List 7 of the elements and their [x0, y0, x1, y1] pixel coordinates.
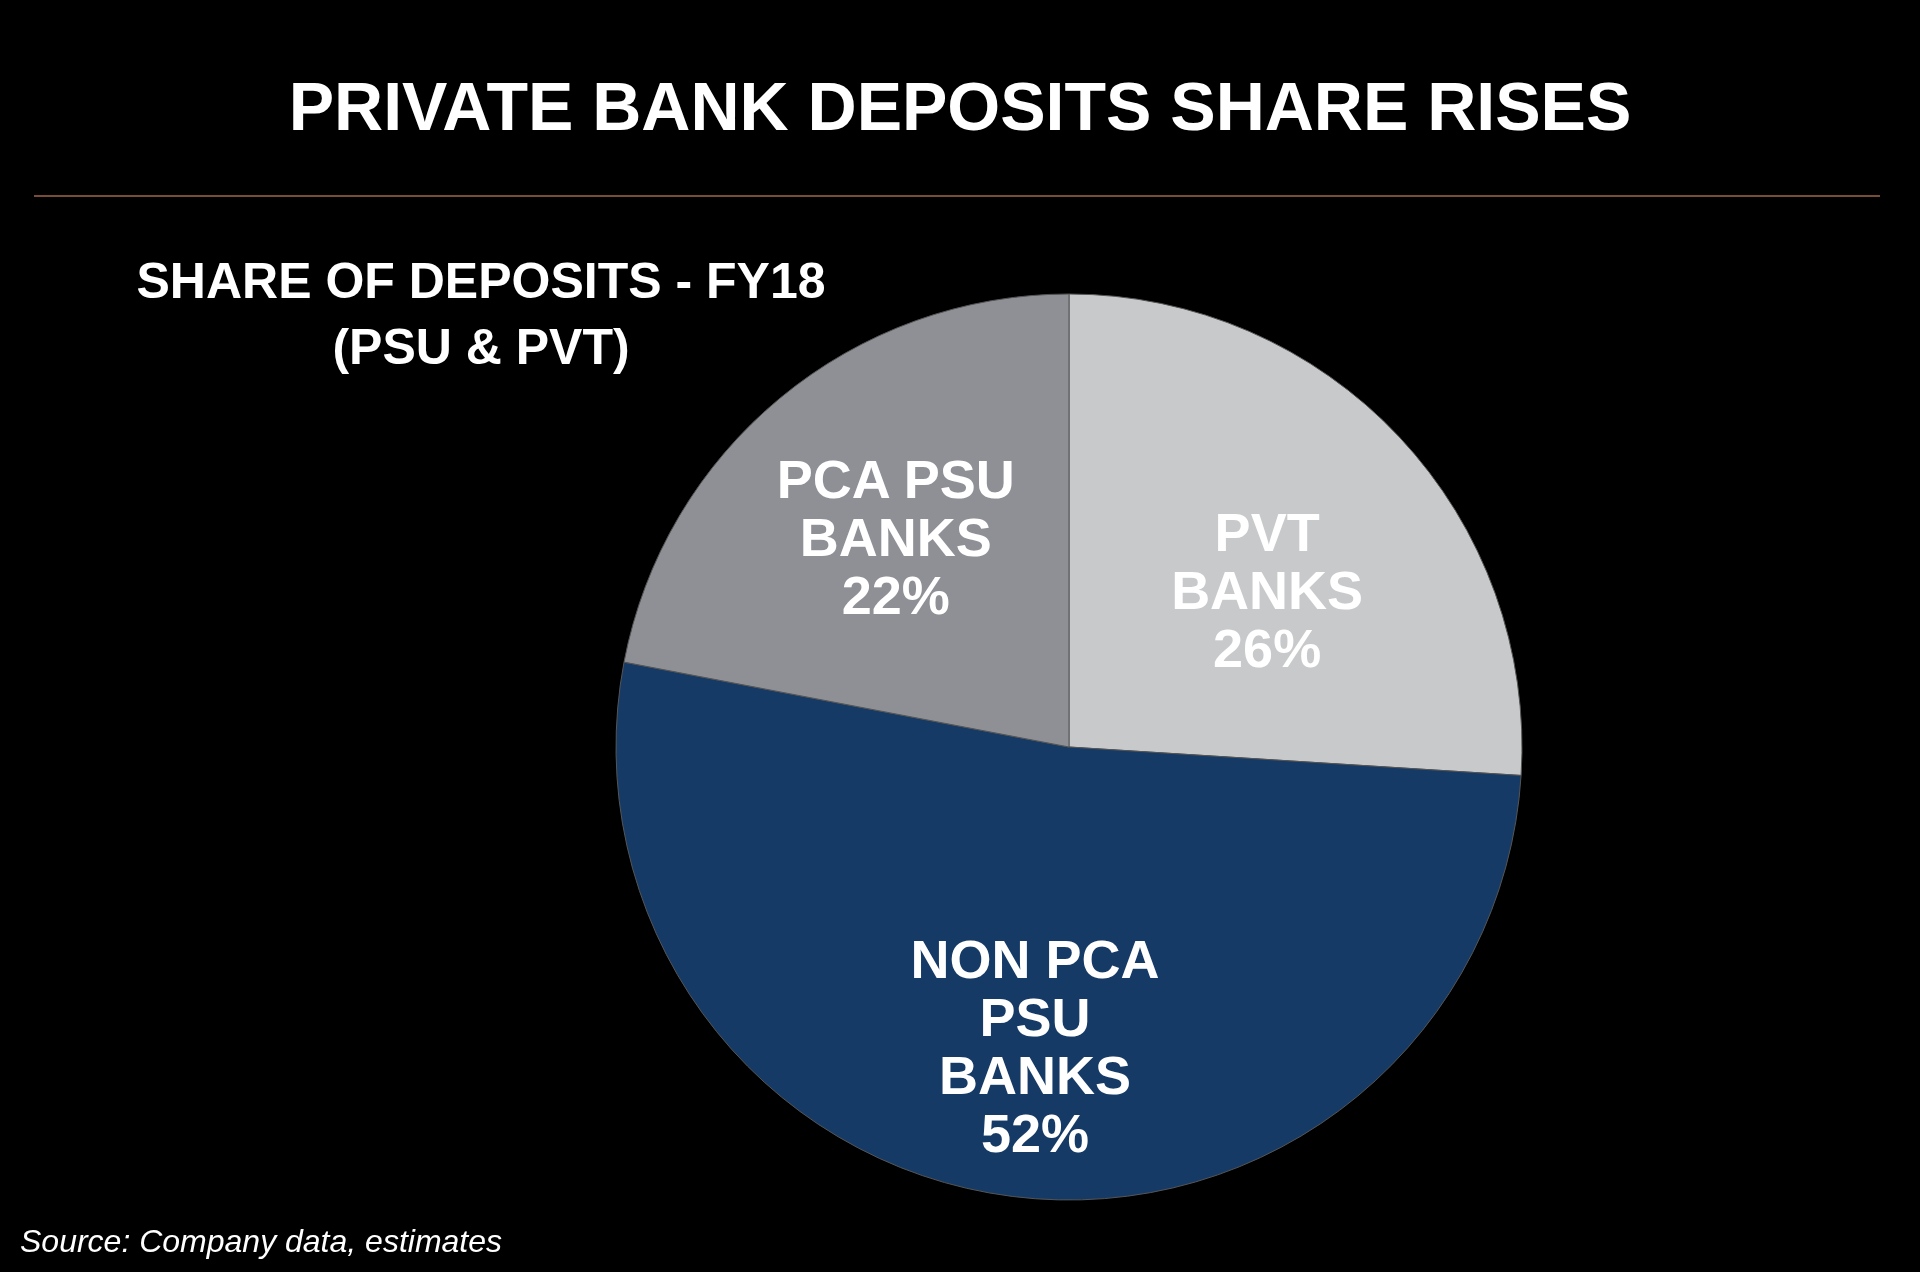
data-label: 52%: [980, 1102, 1089, 1163]
slice-label: PCA PSU BANKS: [776, 449, 1015, 568]
slice-label: NON PCA PSU BANKS: [910, 928, 1160, 1105]
chart-subtitle: SHARE OF DEPOSITS - FY18 (PSU & PVT): [136, 253, 826, 375]
source-note: Source: Company data, estimates: [20, 1223, 503, 1259]
chart-title: PRIVATE BANK DEPOSITS SHARE RISES: [288, 68, 1632, 144]
data-label: 22%: [841, 565, 950, 626]
